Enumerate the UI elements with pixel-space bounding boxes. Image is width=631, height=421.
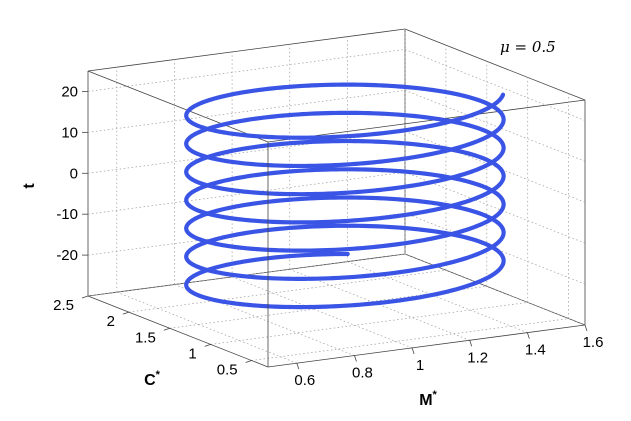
x-tick-label: 0.8: [352, 365, 373, 382]
z-tick-label: 0: [70, 165, 78, 182]
y-tick-mark: [122, 311, 130, 315]
grid-line-z-right: [404, 90, 586, 162]
box-edge: [87, 70, 269, 143]
grid-line-z-right: [404, 171, 586, 244]
box-edge-front: [267, 324, 586, 368]
x-tick-mark: [526, 332, 530, 339]
x-tick-mark: [354, 355, 357, 362]
grid-line-z-back: [87, 212, 406, 256]
grid-line-x-floor: [231, 276, 413, 349]
z-tick-label: 20: [61, 83, 78, 100]
mu-annotation: μ = 0.5: [500, 38, 556, 56]
grid-line-y-floor: [87, 253, 406, 297]
grid-line-z-back: [87, 130, 406, 174]
y-tick-label: 1.5: [135, 329, 156, 346]
axes-box-front: [81, 91, 588, 370]
grid-line-y-floor: [128, 269, 446, 313]
y-tick-label: 2.5: [53, 297, 74, 314]
y-tick-label: 0.5: [217, 362, 238, 379]
box-edge: [404, 28, 586, 101]
tick-labels: 0.6 0.8 1 1.2 1.4 1.6 0.5 1 1.5 2 2.5 -20 -10 0 10 20: [53, 83, 603, 389]
x-tick-mark: [411, 347, 415, 355]
x-tick-label: 0.6: [294, 372, 315, 389]
grid-line-z-right: [404, 130, 586, 203]
x-tick-mark: [584, 324, 588, 332]
z-tick-label: -20: [56, 247, 78, 264]
x-axis-label-sup: *: [433, 389, 438, 401]
y-tick-mark: [163, 327, 170, 331]
z-tick-label: 10: [61, 124, 78, 141]
grid-line-z-back: [87, 90, 406, 133]
box-edge: [87, 28, 406, 72]
grid-line-x-floor: [347, 261, 528, 333]
y-tick-label: 2: [107, 313, 115, 330]
y-axis-label-text: C: [144, 372, 156, 389]
z-axis-label: t: [21, 183, 38, 189]
grid-line-z-right: [404, 49, 586, 121]
grid-line-x-floor: [116, 291, 297, 364]
grid-line-y-floor: [169, 285, 487, 329]
y-tick-mark: [245, 360, 252, 363]
y-tick-mark: [81, 295, 89, 299]
y-tick-mark: [204, 344, 211, 347]
box-edge-front: [87, 295, 269, 368]
x-tick-label: 1: [416, 357, 424, 374]
x-tick-mark: [296, 363, 300, 370]
axes-box-back: [87, 28, 586, 326]
y-tick-label: 1: [188, 345, 196, 362]
grid-line-z-back: [87, 49, 406, 92]
helix-curve: [184, 82, 506, 310]
y-axis-label-sup: *: [156, 369, 161, 381]
x-axis-label: M*: [419, 389, 437, 409]
x-axis-label-text: M: [419, 392, 432, 409]
grid-line-y-floor: [210, 302, 528, 345]
x-tick-mark: [469, 340, 473, 347]
z-tick-label: -10: [56, 206, 78, 223]
grid-line-y-floor: [251, 318, 569, 361]
x-tick-label: 1.2: [467, 349, 488, 366]
x-tick-label: 1.4: [525, 342, 546, 359]
y-axis-label: C*: [144, 369, 161, 389]
x-tick-label: 1.6: [583, 334, 604, 351]
grid-line-z-back: [87, 171, 406, 215]
box-edge: [267, 99, 586, 143]
helix-series-line: [184, 82, 506, 310]
